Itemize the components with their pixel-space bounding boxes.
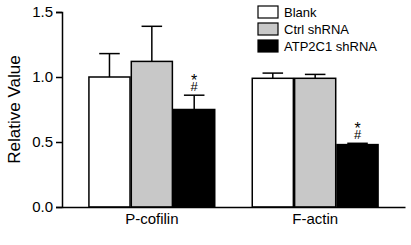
legend-item: Ctrl shRNA <box>258 22 349 37</box>
bar <box>174 110 215 208</box>
x-tick: F-actin <box>292 207 338 227</box>
error-bar-stem <box>109 54 111 77</box>
error-bar <box>305 74 326 78</box>
error-bar <box>184 95 205 109</box>
y-tick-mark <box>56 77 62 79</box>
bar <box>131 61 172 207</box>
annotation: # <box>191 79 199 94</box>
error-bar-cap <box>99 53 120 55</box>
y-tick-mark <box>56 207 62 209</box>
error-bar <box>142 26 163 61</box>
y-tick-label: 1.0 <box>32 68 53 85</box>
y-axis-line <box>56 13 63 208</box>
error-bar <box>99 54 120 77</box>
plot-area <box>89 26 378 207</box>
error-bar-cap <box>142 26 163 28</box>
error-bar-stem <box>151 26 153 61</box>
y-axis: 0.0 0.5 1.0 1.5 <box>32 3 62 215</box>
y-tick-label: 0.0 <box>32 198 53 215</box>
bar <box>295 78 336 207</box>
legend-swatch <box>258 40 278 52</box>
y-axis-title: Relative Value <box>5 55 24 163</box>
y-tick: 0.5 <box>32 133 62 150</box>
error-bar-cap <box>347 143 368 145</box>
y-tick: 1.5 <box>32 3 62 20</box>
legend-item: Blank <box>258 5 317 20</box>
x-tick-label: F-actin <box>292 210 338 227</box>
error-bar-cap <box>305 74 326 76</box>
bar <box>89 77 130 207</box>
error-bar-stem <box>193 95 195 109</box>
bar <box>337 145 378 207</box>
bar <box>252 78 293 207</box>
chart: 0.0 0.5 1.0 1.5 P-cofilin F-actin Relative Val… <box>0 0 411 245</box>
y-tick-mark <box>56 142 62 144</box>
error-bar-stem <box>272 73 274 78</box>
x-tick: P-cofilin <box>125 207 178 227</box>
y-tick-label: 1.5 <box>32 3 53 20</box>
y-tick-mark <box>56 12 62 14</box>
y-tick: 0.0 <box>32 198 62 215</box>
legend-swatch <box>258 23 278 35</box>
legend-item: ATP2C1 shRNA <box>258 39 377 54</box>
y-tick: 1.0 <box>32 68 62 85</box>
legend-label: ATP2C1 shRNA <box>284 39 377 54</box>
legend: Blank Ctrl shRNA ATP2C1 shRNA <box>258 5 377 54</box>
annotation: # <box>354 127 362 142</box>
x-axis-line <box>63 207 406 209</box>
legend-label: Blank <box>284 5 317 20</box>
y-tick-label: 0.5 <box>32 133 53 150</box>
error-bar-cap <box>263 72 284 74</box>
legend-label: Ctrl shRNA <box>284 22 349 37</box>
error-bar-cap <box>184 94 205 96</box>
legend-swatch <box>258 6 278 18</box>
error-bar <box>347 143 368 144</box>
error-bar <box>263 73 284 78</box>
x-axis: P-cofilin F-actin <box>63 207 406 227</box>
x-tick-label: P-cofilin <box>125 210 178 227</box>
